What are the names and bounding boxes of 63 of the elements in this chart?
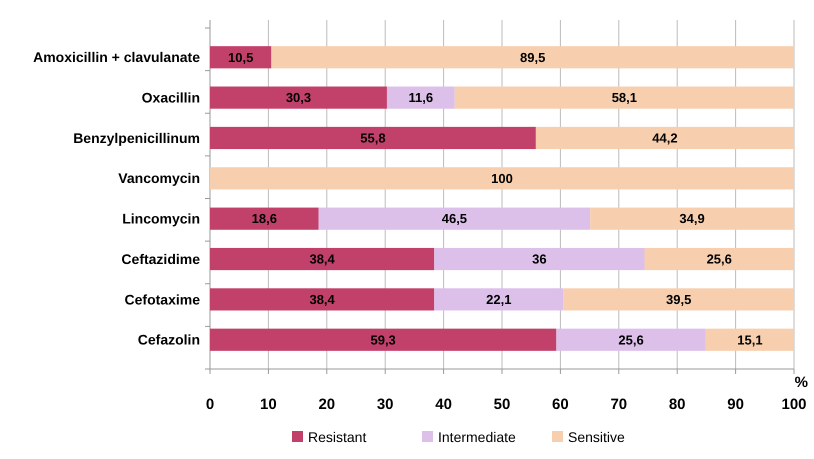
bar bbox=[556, 328, 706, 351]
bar bbox=[318, 208, 590, 230]
y-tick-label: Cefazolin bbox=[138, 332, 200, 348]
bar bbox=[210, 126, 536, 150]
y-tick-label: Benzylpenicillinum bbox=[73, 130, 200, 146]
legend-label: Sensitive bbox=[568, 428, 626, 445]
y-tick-label: Oxacillin bbox=[142, 90, 200, 106]
y-tick-label: Amoxicillin + clavulanate bbox=[33, 49, 200, 66]
x-axis-title: % bbox=[794, 374, 808, 391]
y-tick-label: Vancomycin bbox=[118, 170, 200, 186]
bar bbox=[590, 208, 794, 230]
bar bbox=[386, 86, 455, 109]
data-label: 39,5 bbox=[666, 292, 692, 307]
x-tick-label: 90 bbox=[727, 396, 744, 413]
data-label: 22,1 bbox=[486, 292, 512, 307]
bar bbox=[210, 86, 387, 109]
bar bbox=[434, 248, 644, 270]
data-label: 11,6 bbox=[408, 90, 434, 106]
data-label: 18,6 bbox=[252, 211, 277, 226]
x-tick-label: 40 bbox=[435, 396, 452, 413]
bar bbox=[536, 126, 794, 150]
x-tick-label: 60 bbox=[552, 396, 569, 413]
bar bbox=[271, 46, 794, 68]
data-label: 15,1 bbox=[737, 332, 763, 348]
x-tick-label: 20 bbox=[318, 396, 336, 413]
data-label: 30,3 bbox=[286, 90, 312, 106]
x-tick-label: 0 bbox=[206, 396, 214, 413]
legend-label: Resistant bbox=[308, 428, 366, 445]
data-label: 55,8 bbox=[360, 130, 386, 146]
legend-label: Intermediate bbox=[438, 428, 516, 445]
data-label: 59,3 bbox=[370, 332, 396, 348]
y-tick-label: Ceftazidime bbox=[121, 250, 200, 267]
bar bbox=[210, 46, 272, 68]
bar bbox=[210, 248, 434, 270]
x-tick-label: 70 bbox=[610, 396, 628, 413]
bar bbox=[434, 288, 564, 310]
bar bbox=[563, 288, 794, 310]
bar bbox=[454, 86, 794, 109]
data-label: 89,5 bbox=[520, 50, 546, 65]
x-tick-label: 30 bbox=[376, 396, 394, 413]
x-tick-label: 10 bbox=[260, 396, 277, 413]
bar bbox=[210, 208, 319, 230]
bar bbox=[706, 328, 794, 351]
y-tick-label: Lincomycin bbox=[122, 210, 200, 227]
bar bbox=[210, 328, 556, 351]
x-tick-label: 50 bbox=[494, 396, 510, 413]
bar bbox=[210, 167, 794, 190]
data-label: 46,5 bbox=[442, 211, 468, 226]
data-label: 34,9 bbox=[679, 211, 705, 226]
data-label: 38,4 bbox=[309, 252, 336, 267]
data-label: 10,5 bbox=[228, 50, 254, 65]
data-label: 25,6 bbox=[706, 252, 732, 267]
bar bbox=[210, 288, 434, 310]
data-label: 58,1 bbox=[612, 90, 638, 106]
data-label: 25,6 bbox=[618, 332, 644, 348]
x-tick-label: 80 bbox=[668, 396, 686, 413]
data-label: 100 bbox=[491, 170, 513, 186]
data-label: 36 bbox=[532, 252, 547, 267]
x-tick-label: 100 bbox=[781, 396, 807, 413]
data-label: 38,4 bbox=[309, 292, 336, 307]
bar bbox=[644, 248, 794, 270]
y-tick-label: Cefotaxime bbox=[124, 291, 200, 308]
data-label: 44,2 bbox=[652, 130, 678, 146]
